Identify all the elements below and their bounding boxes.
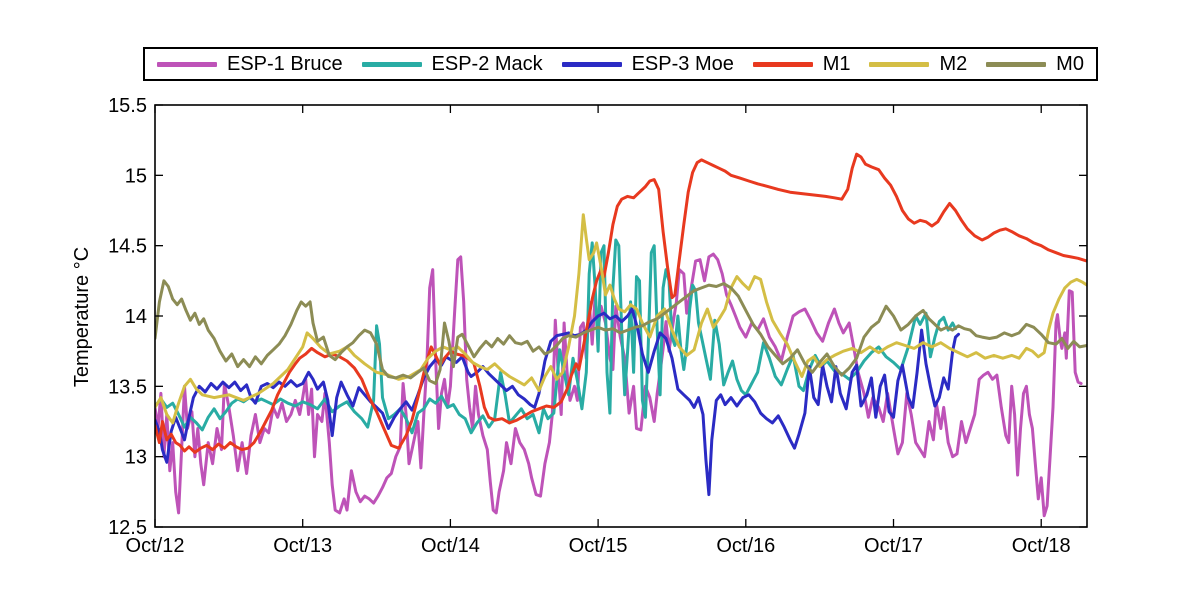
legend-line-swatch <box>157 61 217 67</box>
legend-label: ESP-2 Mack <box>431 53 543 75</box>
legend-item-m2: M2 <box>869 54 967 74</box>
x-axis-tick-label: Oct/17 <box>864 535 923 557</box>
legend-item-esp-2-mack: ESP-2 Mack <box>361 53 543 75</box>
x-axis-tick-label: Oct/18 <box>1012 535 1071 557</box>
y-axis-label: Temperature °C <box>71 246 93 388</box>
y-axis-tick-label: 12.5 <box>108 517 147 539</box>
y-axis-tick-label: 14 <box>125 306 147 328</box>
legend-label: ESP-3 Moe <box>631 53 734 75</box>
y-axis-tick-label: 13.5 <box>108 376 147 398</box>
x-axis-tick-label: Oct/13 <box>273 535 332 557</box>
legend-item-m0: M0 <box>986 54 1084 74</box>
legend-line-swatch <box>986 61 1047 67</box>
legend-line-swatch <box>361 61 422 67</box>
legend-label: M0 <box>1056 53 1084 75</box>
legend-item-m1: M1 <box>752 53 851 75</box>
legend-line-swatch <box>752 61 813 67</box>
legend-line-swatch <box>869 61 930 67</box>
legend: ESP-1 Bruce ESP-2 Mack ESP-3 Moe M1 M2 M0 <box>143 47 1098 81</box>
legend-item-esp-1-bruce: ESP-1 Bruce <box>157 54 343 74</box>
x-axis-tick-label: Oct/16 <box>716 535 775 557</box>
legend-label: M2 <box>939 53 968 75</box>
x-axis-tick-label: Oct/15 <box>569 535 628 557</box>
legend-item-esp-3-moe: ESP-3 Moe <box>561 53 734 75</box>
y-axis-tick-label: 14.5 <box>108 236 147 258</box>
legend-line-swatch <box>561 61 622 67</box>
y-axis-tick-label: 13 <box>125 447 147 469</box>
legend-label: ESP-1 Bruce <box>227 53 343 75</box>
x-axis-tick-label: Oct/12 <box>126 535 185 557</box>
series-line-esp-2-mack <box>155 238 957 435</box>
series-line-m0 <box>155 279 1087 385</box>
legend-label: M1 <box>822 53 851 75</box>
x-axis-tick-label: Oct/14 <box>421 535 480 557</box>
y-axis-tick-label: 15 <box>125 165 147 187</box>
y-axis-tick-label: 15.5 <box>108 95 147 117</box>
